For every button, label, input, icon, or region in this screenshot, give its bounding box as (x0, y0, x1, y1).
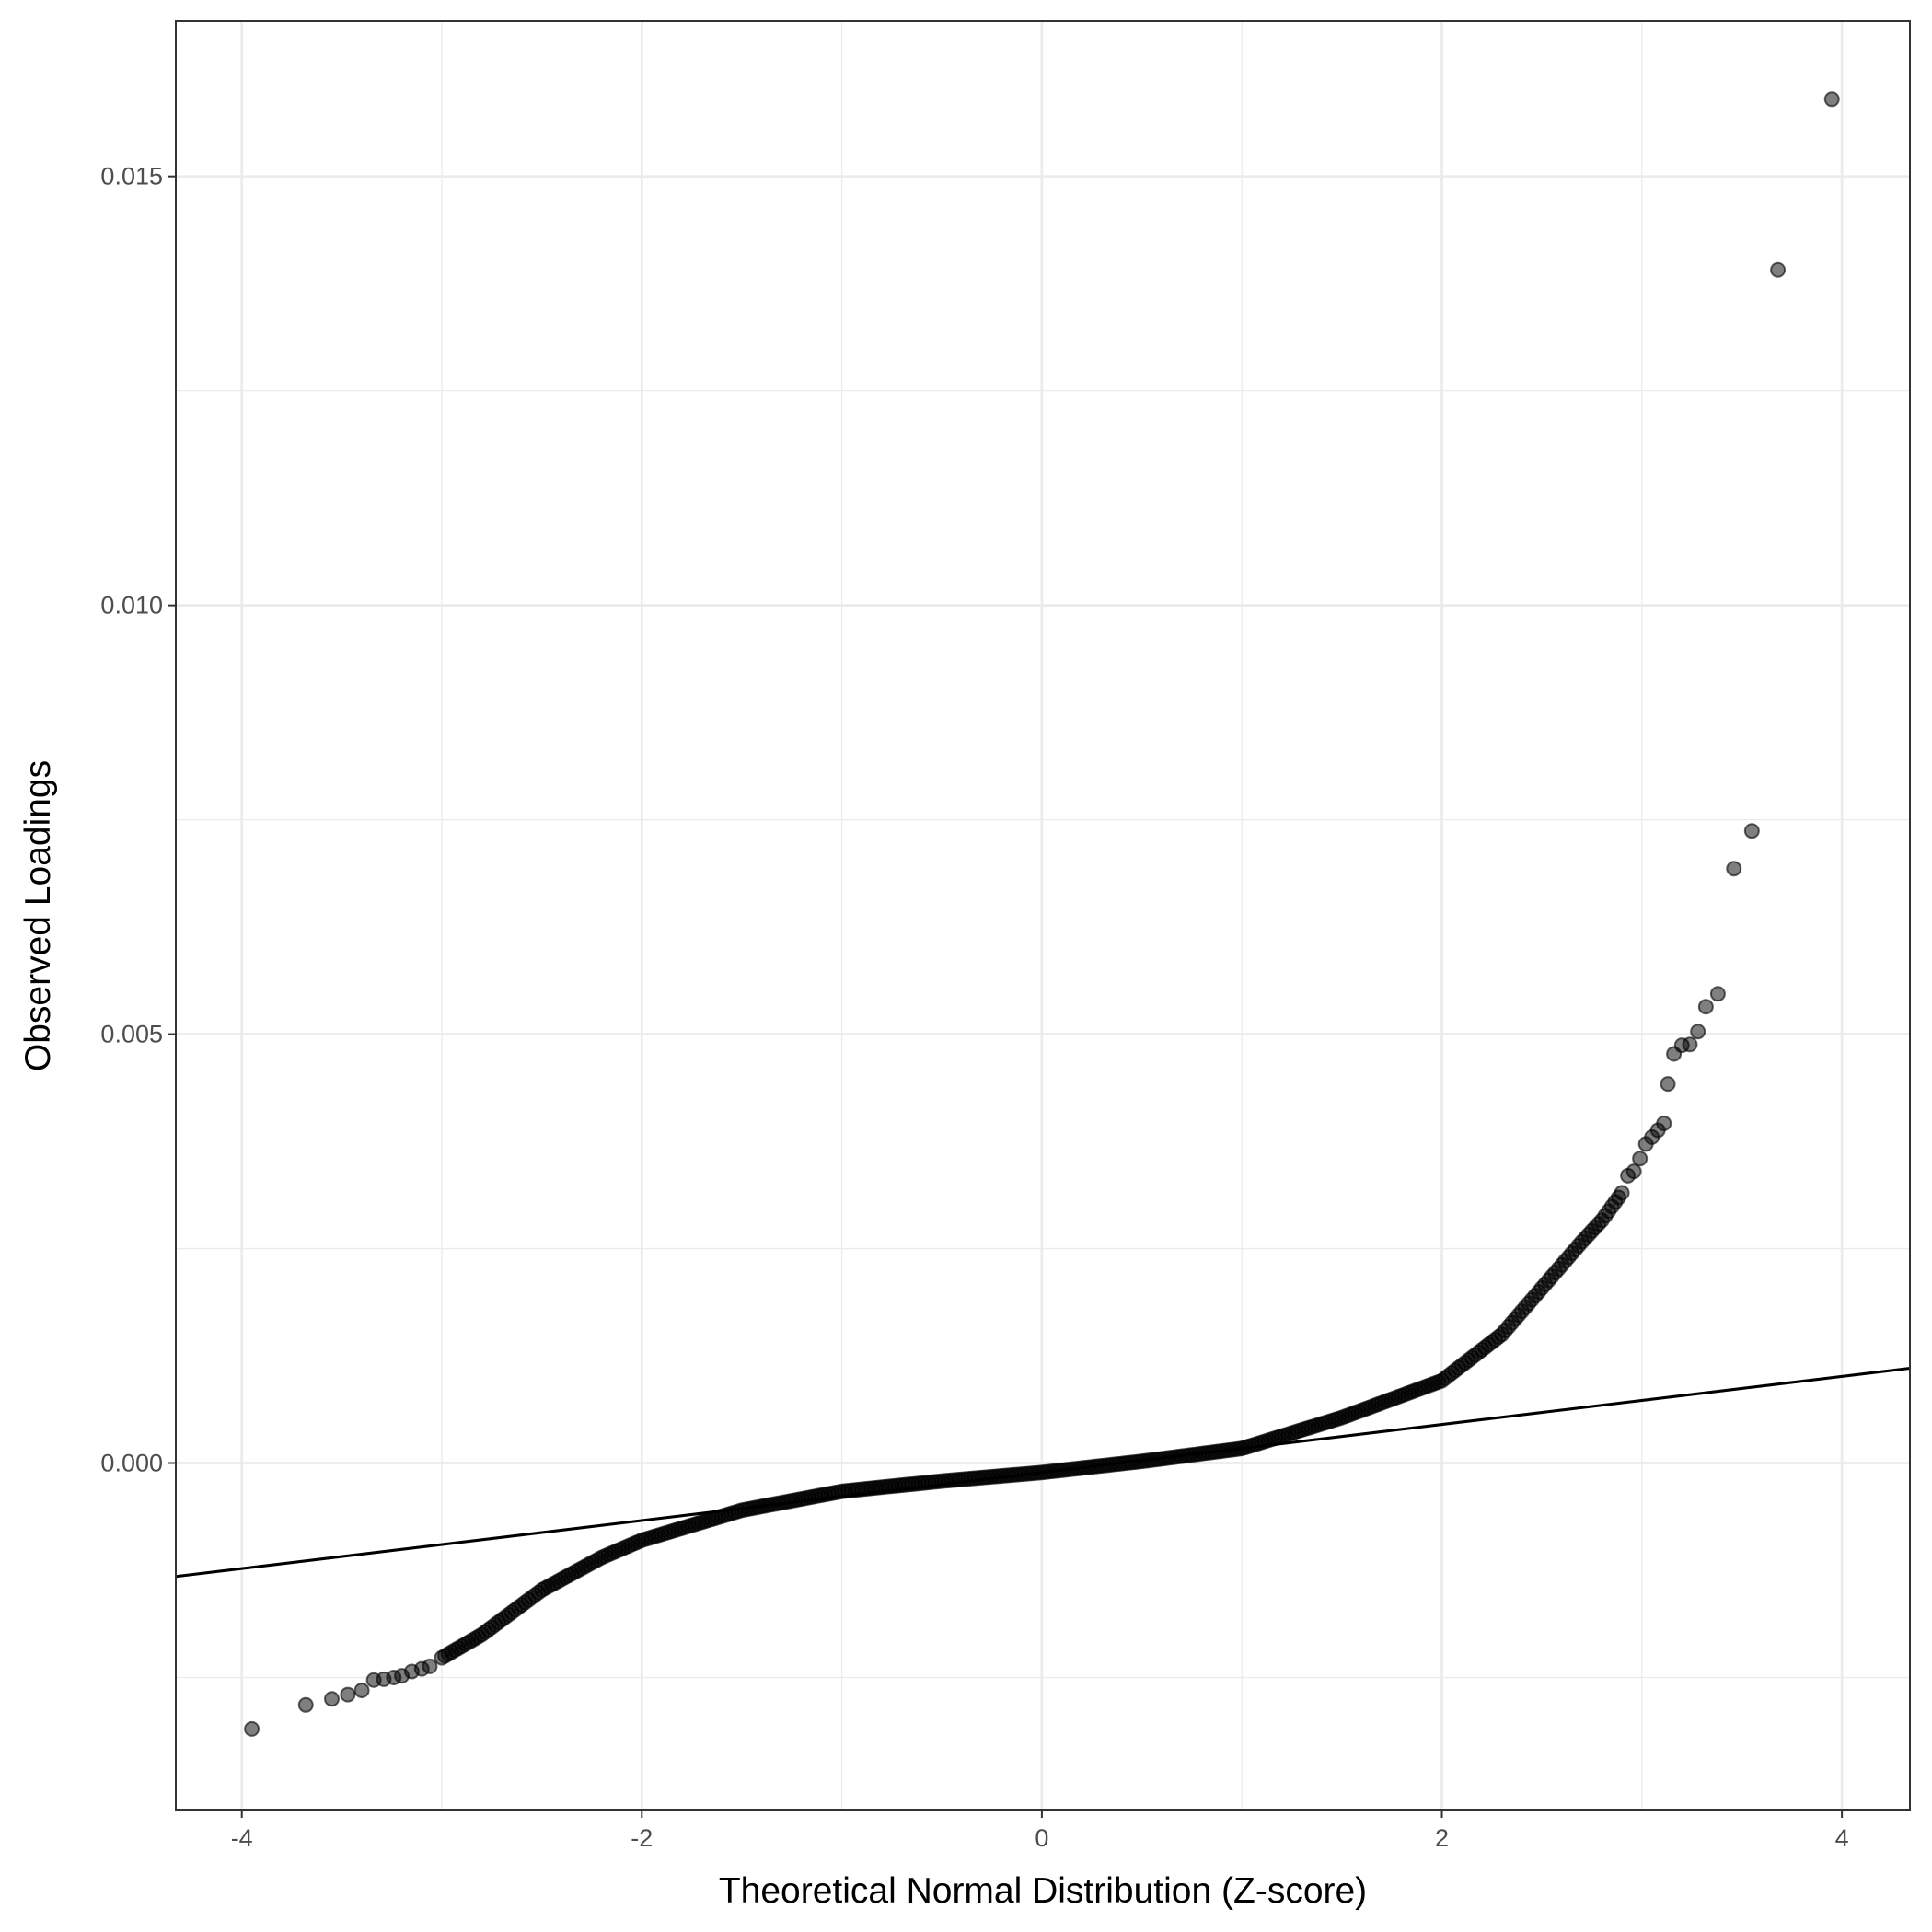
data-point (1614, 1185, 1630, 1201)
data-point (1726, 861, 1742, 877)
plot-panel-border (175, 20, 1911, 1811)
data-point (1682, 1036, 1698, 1053)
data-point (1697, 999, 1714, 1015)
reference-line (175, 1367, 1911, 1579)
x-tick-label: 4 (1835, 1824, 1849, 1852)
data-point (1709, 986, 1726, 1002)
y-tick-label: 0.015 (100, 163, 163, 191)
x-tick-label: 0 (1035, 1824, 1048, 1852)
data-point (1660, 1076, 1676, 1093)
y-tick-label: 0.005 (100, 1021, 163, 1048)
data-point (340, 1686, 356, 1703)
data-point (297, 1696, 314, 1713)
data-point (1625, 1163, 1642, 1180)
data-point (353, 1682, 370, 1698)
x-tick-label: 2 (1435, 1824, 1449, 1852)
gridlines (176, 21, 1910, 1810)
x-tick-label: -4 (231, 1824, 253, 1852)
data-point (323, 1691, 340, 1707)
data-point (422, 1658, 438, 1674)
y-tick-label: 0.010 (100, 592, 163, 619)
data-point (1656, 1115, 1672, 1131)
x-axis: -4 -2 0 2 4 (231, 1810, 1849, 1852)
data-point (1690, 1024, 1706, 1040)
y-axis: 0.000 0.005 0.010 0.015 (100, 163, 176, 1477)
data-point (1743, 823, 1760, 839)
x-tick-label: -2 (631, 1824, 653, 1852)
data-point (1823, 91, 1840, 108)
x-axis-title: Theoretical Normal Distribution (Z-score… (719, 1871, 1367, 1911)
data-point (1632, 1151, 1649, 1167)
y-axis-title: Observed Loadings (18, 760, 58, 1071)
y-tick-label: 0.000 (100, 1450, 163, 1477)
data-point (244, 1720, 260, 1737)
data-point (1770, 261, 1787, 278)
